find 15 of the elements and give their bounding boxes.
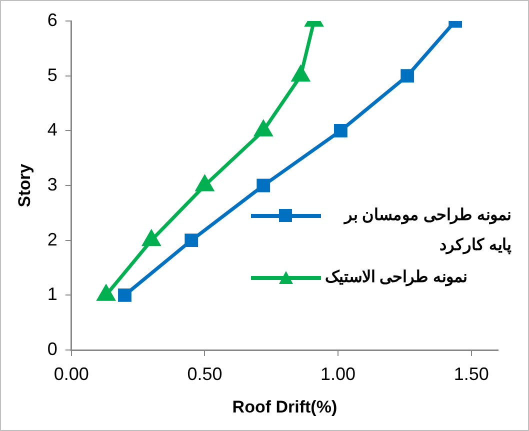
x-tick-label: 0.00 bbox=[54, 364, 89, 384]
legend-label: نمونه طراحی مومسان بر پایه کارکرد bbox=[342, 206, 511, 256]
y-tick-label: 0 bbox=[47, 338, 58, 359]
y-tick-label: 4 bbox=[47, 120, 58, 140]
y-tick-label: 2 bbox=[47, 229, 58, 250]
x-axis-title: Roof Drift(%) bbox=[232, 397, 338, 416]
y-axis-title: Story bbox=[14, 163, 34, 208]
x-tick-label: 1.00 bbox=[320, 364, 356, 384]
legend-label: نمونه طراحی الاستیک bbox=[325, 268, 467, 288]
y-tick-label: 5 bbox=[47, 64, 58, 85]
x-tick-label: 1.50 bbox=[454, 364, 489, 384]
y-tick-label: 3 bbox=[47, 174, 58, 194]
x-tick-label: 0.50 bbox=[187, 364, 222, 384]
y-tick-label: 1 bbox=[47, 284, 58, 304]
y-tick-label: 6 bbox=[47, 10, 58, 30]
